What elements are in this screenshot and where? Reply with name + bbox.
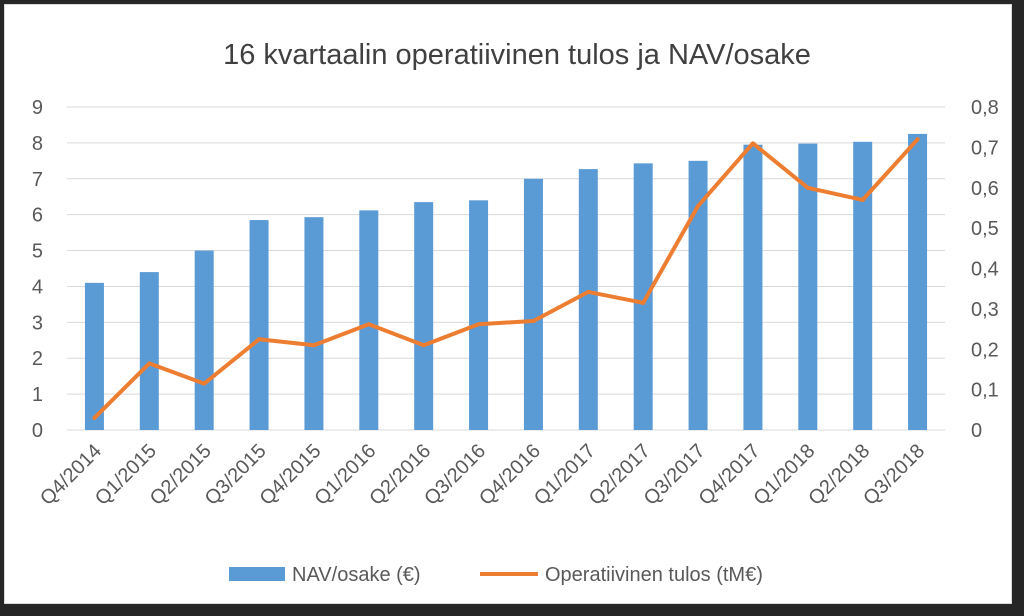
line-point <box>92 415 97 420</box>
bar <box>523 178 543 430</box>
y-right-tick-label: 0,5 <box>971 218 999 240</box>
bar <box>304 217 324 430</box>
y-left-tick-label: 1 <box>32 384 43 406</box>
line-point <box>366 322 371 327</box>
y-right-tick-label: 0,7 <box>971 137 999 159</box>
y-left-tick-label: 4 <box>32 276 43 298</box>
y-right-tick-label: 0,3 <box>971 299 999 321</box>
line-point <box>860 197 865 202</box>
line-point <box>586 289 591 294</box>
y-right-tick-label: 0,8 <box>971 97 999 119</box>
line-series <box>92 137 920 420</box>
line-point <box>915 137 920 142</box>
y-axis-right: 0 0,1 0,2 0,3 0,4 0,5 0,6 0,7 0,8 <box>971 97 999 442</box>
legend-label-nav: NAV/osake (€) <box>292 564 421 586</box>
y-left-tick-label: 3 <box>32 312 43 334</box>
line-point <box>311 343 316 348</box>
y-left-tick-label: 5 <box>32 241 43 263</box>
y-right-tick-label: 0 <box>971 420 982 442</box>
bar <box>249 220 269 430</box>
line-point <box>257 337 262 342</box>
legend-swatch-bar <box>229 567 285 581</box>
chart-title: 16 kvartaalin operatiivinen tulos ja NAV… <box>223 39 811 71</box>
y-right-tick-label: 0,6 <box>971 178 999 200</box>
bar <box>633 163 653 430</box>
y-right-tick-label: 0,1 <box>971 380 999 402</box>
y-left-tick-label: 2 <box>32 348 43 370</box>
series-line <box>92 137 920 420</box>
y-right-tick-label: 0,2 <box>971 339 999 361</box>
bar <box>578 169 598 431</box>
line-point <box>641 300 646 305</box>
bar <box>194 250 214 430</box>
legend: NAV/osake (€) Operatiivinen tulos (tM€) <box>229 564 763 586</box>
bar <box>84 282 104 430</box>
bars <box>84 133 928 431</box>
line-point <box>147 361 152 366</box>
line-point <box>476 322 481 327</box>
bar <box>469 200 489 430</box>
y-left-tick-label: 0 <box>32 420 43 442</box>
bar <box>414 202 434 430</box>
bar <box>798 143 818 430</box>
line-point <box>531 318 536 323</box>
y-left-tick-label: 9 <box>32 97 43 119</box>
line-point <box>750 141 755 146</box>
bar <box>359 210 379 430</box>
bar <box>688 160 708 431</box>
y-left-tick-label: 6 <box>32 205 43 227</box>
y-left-tick-label: 7 <box>32 169 43 191</box>
x-axis-labels: Q4/2014Q1/2015Q2/2015Q3/2015Q4/2015Q1/20… <box>36 440 929 510</box>
y-right-tick-label: 0,4 <box>971 259 999 281</box>
bar <box>908 133 928 430</box>
line-point <box>696 203 701 208</box>
line-point <box>805 185 810 190</box>
bar <box>853 141 873 430</box>
x-tick-label: Q3/2018 <box>859 440 929 510</box>
bar <box>743 144 763 430</box>
chart-svg: 16 kvartaalin operatiivinen tulos ja NAV… <box>32 39 999 586</box>
y-left-tick-label: 8 <box>32 133 43 155</box>
legend-label-tulos: Operatiivinen tulos (tM€) <box>545 564 763 586</box>
chart-frame: 16 kvartaalin operatiivinen tulos ja NAV… <box>4 4 1012 604</box>
y-axis-left: 0 1 2 3 4 5 6 7 8 9 <box>32 97 43 442</box>
bar <box>139 272 159 430</box>
line-point <box>421 343 426 348</box>
line-point <box>202 381 207 386</box>
